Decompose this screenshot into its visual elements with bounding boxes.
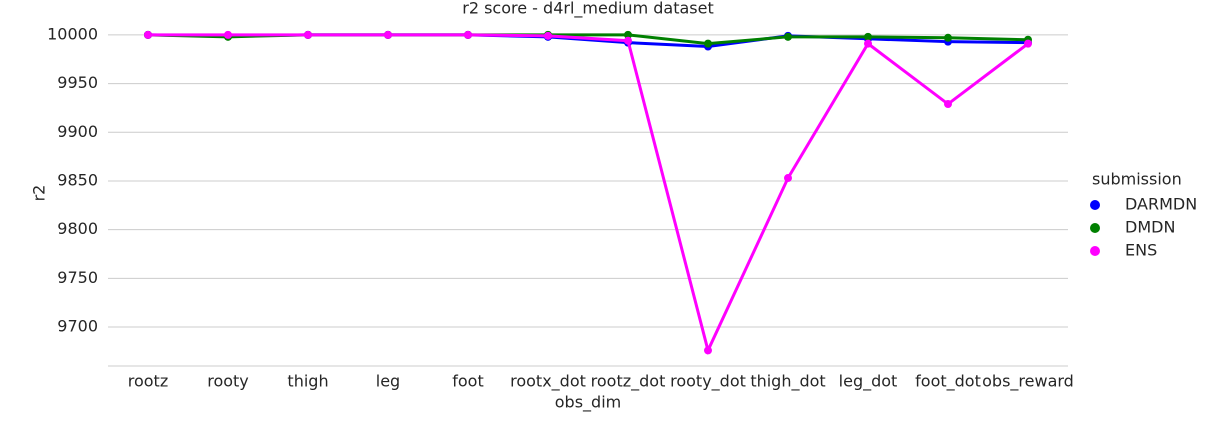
point [944, 33, 952, 42]
point [304, 30, 312, 39]
legend-title: submission [1092, 170, 1182, 189]
x-axis-label: obs_dim [555, 393, 621, 413]
x-tick-label: rooty [207, 372, 249, 391]
y-tick-label: 9700 [57, 317, 98, 336]
point [1024, 39, 1032, 48]
point [624, 36, 632, 45]
series-line [148, 33, 1029, 355]
y-tick-label: 9950 [57, 73, 98, 92]
point [704, 39, 712, 48]
point [864, 32, 872, 41]
point [704, 346, 712, 355]
point [784, 32, 792, 41]
x-tick-label: thigh_dot [750, 372, 825, 392]
x-tick-label: foot_dot [915, 372, 981, 392]
y-tick-label: 9750 [57, 268, 98, 287]
y-tick-label: 9850 [57, 170, 98, 189]
x-tick-label: leg_dot [839, 372, 898, 392]
x-tick-label: rootx_dot [510, 372, 586, 392]
legend-marker [1090, 246, 1100, 256]
y-axis-label: r2 [30, 185, 49, 202]
y-tick-label: 9900 [57, 122, 98, 141]
x-tick-label: thigh [287, 372, 328, 391]
x-tick-label: rootz [128, 372, 168, 391]
point [464, 30, 472, 39]
point [624, 30, 632, 39]
legend-label: ENS [1125, 241, 1157, 260]
point [144, 30, 152, 39]
legend-label: DARMDN [1125, 195, 1197, 214]
y-tick-label: 9800 [57, 219, 98, 238]
point [384, 30, 392, 39]
point [944, 100, 952, 109]
x-tick-label: obs_reward [982, 372, 1074, 392]
legend-marker [1090, 200, 1100, 210]
x-tick-label: leg [376, 372, 400, 391]
chart-title: r2 score - d4rl_medium dataset [462, 0, 713, 19]
legend-label: DMDN [1125, 218, 1175, 237]
point [224, 30, 232, 39]
y-tick-label: 10000 [47, 24, 98, 43]
x-tick-label: rootz_dot [591, 372, 666, 392]
legend-marker [1090, 223, 1100, 233]
x-tick-label: rooty_dot [670, 372, 746, 392]
point [784, 174, 792, 183]
x-tick-label: foot [452, 372, 483, 391]
point [544, 31, 552, 40]
point [864, 39, 872, 48]
